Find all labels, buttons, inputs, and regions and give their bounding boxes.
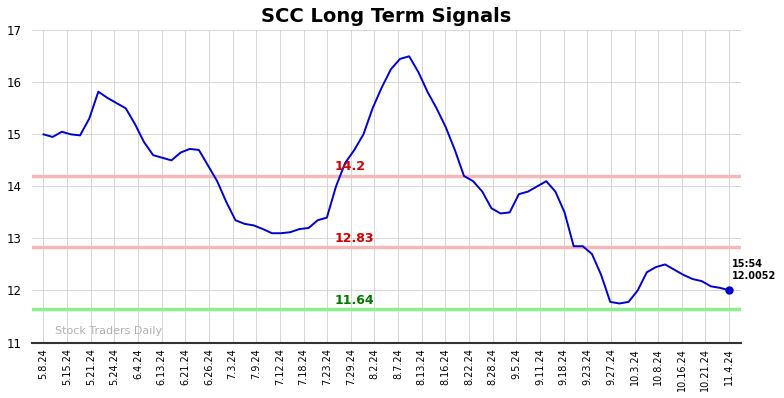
Text: 14.2: 14.2 xyxy=(334,160,365,174)
Text: 15:54
12.0052: 15:54 12.0052 xyxy=(731,259,775,281)
Text: 11.64: 11.64 xyxy=(334,294,374,306)
Text: Stock Traders Daily: Stock Traders Daily xyxy=(56,326,162,336)
Title: SCC Long Term Signals: SCC Long Term Signals xyxy=(261,7,511,26)
Text: 12.83: 12.83 xyxy=(334,232,374,245)
